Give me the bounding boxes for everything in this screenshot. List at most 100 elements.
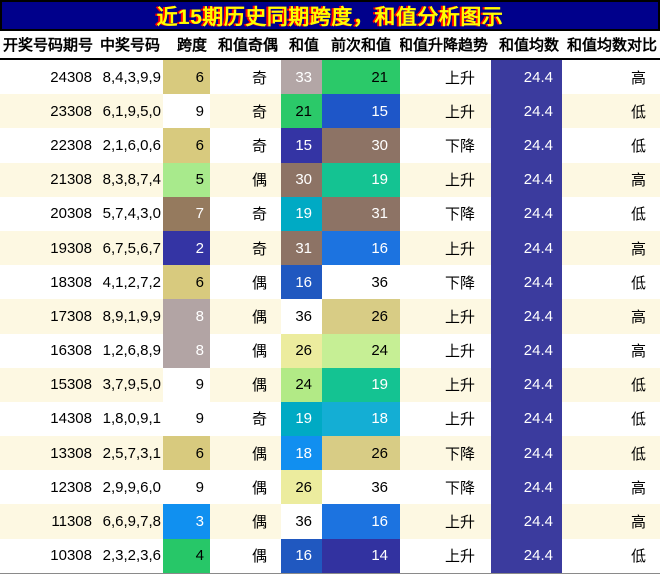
parity-cell: 偶 [251, 514, 267, 532]
table-body: 24308 8,4,3,9,9 6 奇 33 21 上升 24.4 高 23308 6,1,9,5,… [0, 60, 660, 574]
parity-cell: 奇 [251, 206, 267, 224]
prev-sum-cell: 18 [322, 401, 400, 437]
mean-cell: 24.4 [491, 94, 562, 129]
table-row: 24308 8,4,3,9,9 6 奇 33 21 上升 24.4 高 [0, 60, 660, 95]
period-cell: 11308 [51, 513, 92, 531]
trend-cell: 下降 [444, 445, 475, 463]
col-header-sum-trend: 和值升降趋势 [400, 37, 488, 54]
page-title: 近15期历史同期跨度，和值分析图示 [156, 5, 504, 29]
parity-cell: 奇 [251, 69, 267, 87]
prev-sum-cell: 36 [322, 265, 400, 300]
mean-compare-cell: 低 [630, 411, 646, 429]
table-row: 17308 8,9,1,9,9 8 偶 36 26 上升 24.4 高 [0, 299, 660, 334]
period-cell: 23308 [50, 102, 92, 120]
mean-cell: 24.4 [491, 162, 562, 197]
sum-value-cell: 26 [281, 470, 322, 505]
title-bar: 近15期历史同期跨度，和值分析图示 [0, 0, 660, 31]
trend-cell: 上升 [444, 172, 475, 190]
prev-sum-cell: 15 [322, 94, 400, 129]
mean-compare-cell: 高 [630, 479, 646, 497]
span-cell: 9 [163, 401, 210, 437]
span-cell: 6 [163, 436, 210, 471]
prev-sum-cell: 31 [322, 196, 400, 231]
prev-sum-cell: 30 [322, 128, 400, 163]
winning-numbers-cell: 6,1,9,5,0 [102, 102, 161, 120]
period-cell: 20308 [50, 205, 92, 223]
parity-cell: 奇 [251, 240, 267, 258]
parity-cell: 奇 [251, 411, 267, 429]
parity-cell: 偶 [251, 308, 267, 326]
sum-value-cell: 36 [281, 299, 322, 334]
sum-value-cell: 21 [281, 94, 322, 129]
col-header-sum-parity: 和值奇偶 [217, 37, 278, 54]
prev-sum-cell: 26 [322, 436, 400, 471]
sum-value-cell: 24 [281, 367, 322, 402]
winning-numbers-cell: 2,1,6,0,6 [102, 136, 161, 154]
span-cell: 9 [163, 367, 210, 402]
period-cell: 17308 [50, 307, 92, 325]
table-row: 16308 1,2,6,8,9 8 偶 26 24 上升 24.4 高 [0, 333, 660, 368]
span-cell: 6 [163, 60, 210, 95]
col-header-mean-compare: 和值均数对比 [566, 37, 657, 54]
period-cell: 12308 [50, 478, 92, 496]
prev-sum-cell: 36 [322, 470, 400, 505]
table-row: 12308 2,9,9,6,0 9 偶 26 36 下降 24.4 高 [0, 470, 660, 505]
period-cell: 19308 [50, 239, 92, 257]
mean-compare-cell: 低 [630, 137, 646, 155]
winning-numbers-cell: 8,4,3,9,9 [102, 68, 161, 86]
table-row: 15308 3,7,9,5,0 9 偶 24 19 上升 24.4 低 [0, 367, 660, 402]
mean-compare-cell: 高 [630, 69, 646, 87]
trend-cell: 上升 [444, 377, 475, 395]
winning-numbers-cell: 6,7,5,6,7 [102, 239, 161, 257]
prev-sum-cell: 14 [322, 538, 400, 573]
parity-cell: 偶 [251, 377, 267, 395]
table-row: 20308 5,7,4,3,0 7 奇 19 31 下降 24.4 低 [0, 196, 660, 231]
mean-compare-cell: 高 [630, 240, 646, 258]
table-row: 22308 2,1,6,0,6 6 奇 15 30 下降 24.4 低 [0, 128, 660, 163]
prev-sum-cell: 19 [322, 367, 400, 402]
parity-cell: 偶 [251, 172, 267, 190]
table-row: 23308 6,1,9,5,0 9 奇 21 15 上升 24.4 低 [0, 94, 660, 129]
trend-cell: 下降 [444, 137, 475, 155]
winning-numbers-cell: 8,9,1,9,9 [102, 307, 161, 325]
period-cell: 22308 [50, 136, 92, 154]
span-cell: 5 [163, 162, 210, 197]
sum-value-cell: 15 [281, 128, 322, 163]
span-cell: 8 [163, 333, 210, 368]
parity-cell: 奇 [251, 137, 267, 155]
table-header-row: 开奖号码期号 中奖号码 跨度 和值奇偶 和值 前次和值 和值升降趋势 和值均数 和值均数对比 [0, 31, 660, 60]
winning-numbers-cell: 8,3,8,7,4 [102, 171, 161, 189]
period-cell: 10308 [50, 547, 92, 565]
table-row: 14308 1,8,0,9,1 9 奇 19 18 上升 24.4 低 [0, 401, 660, 437]
trend-cell: 上升 [444, 411, 475, 429]
prev-sum-cell: 16 [322, 230, 400, 266]
table-row: 21308 8,3,8,7,4 5 偶 30 19 上升 24.4 高 [0, 162, 660, 197]
mean-cell: 24.4 [491, 367, 562, 402]
mean-compare-cell: 高 [630, 308, 646, 326]
winning-numbers-cell: 3,7,9,5,0 [102, 376, 161, 394]
period-cell: 24308 [50, 68, 92, 86]
table-row: 13308 2,5,7,3,1 6 偶 18 26 下降 24.4 低 [0, 436, 660, 471]
sum-value-cell: 30 [281, 162, 322, 197]
parity-cell: 偶 [251, 479, 267, 497]
mean-cell: 24.4 [491, 401, 562, 437]
col-header-winning-numbers: 中奖号码 [99, 37, 160, 54]
winning-numbers-cell: 4,1,2,7,2 [102, 273, 161, 291]
trend-cell: 上升 [444, 103, 475, 121]
period-cell: 16308 [50, 342, 92, 360]
period-cell: 15308 [50, 376, 92, 394]
mean-compare-cell: 低 [630, 548, 646, 566]
trend-cell: 上升 [444, 514, 475, 532]
trend-cell: 下降 [444, 274, 475, 292]
col-header-period: 开奖号码期号 [2, 37, 93, 54]
span-cell: 8 [163, 299, 210, 334]
span-cell: 3 [163, 504, 210, 539]
table-row: 11308 6,6,9,7,8 3 偶 36 16 上升 24.4 高 [0, 504, 660, 539]
mean-cell: 24.4 [491, 436, 562, 471]
mean-cell: 24.4 [491, 470, 562, 505]
sum-value-cell: 16 [281, 265, 322, 300]
parity-cell: 偶 [251, 445, 267, 463]
span-cell: 6 [163, 265, 210, 300]
parity-cell: 偶 [251, 548, 267, 566]
sum-value-cell: 31 [281, 230, 322, 266]
